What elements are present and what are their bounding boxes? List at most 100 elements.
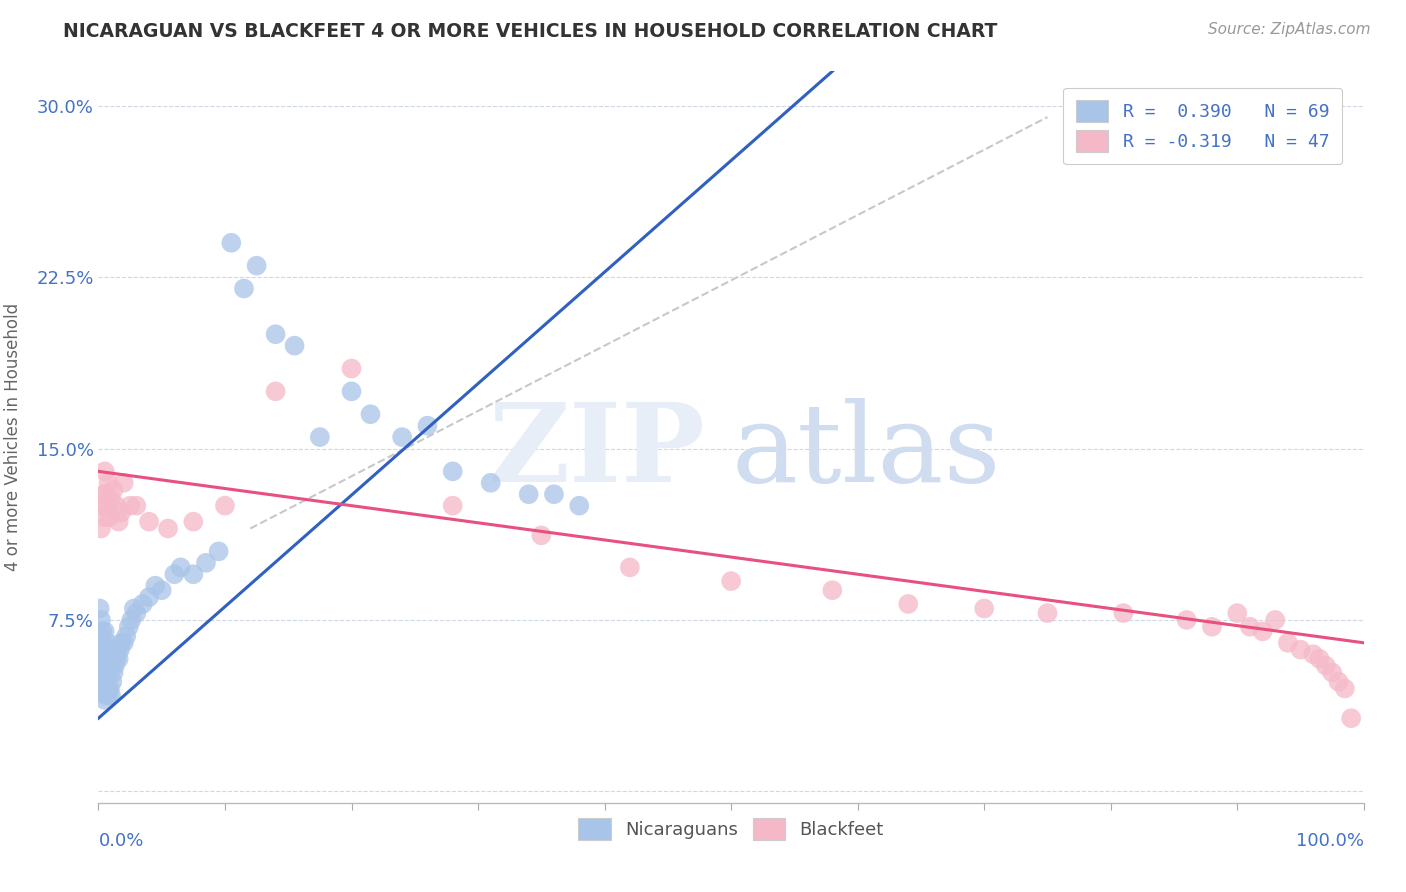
Text: ZIP: ZIP [489,398,706,505]
Point [1175,613,1198,627]
Point [1264,613,1286,627]
Point [1201,620,1223,634]
Point [97,689,120,703]
Point [1327,674,1350,689]
Point [1277,636,1299,650]
Point [1036,606,1059,620]
Point [91,665,114,680]
Point [98,652,121,666]
Point [115,629,138,643]
Point [163,567,186,582]
Point [89,629,111,643]
Point [96,681,118,696]
Point [619,560,641,574]
Point [94,665,117,680]
Point [821,583,844,598]
Point [1226,606,1249,620]
Point [89,601,111,615]
Point [309,430,332,444]
Point [90,613,112,627]
Point [103,483,125,497]
Point [120,613,142,627]
Point [264,327,287,342]
Point [93,647,117,661]
Point [246,259,269,273]
Point [340,384,363,399]
Point [97,475,120,490]
Point [107,652,129,666]
Point [90,636,112,650]
Point [96,658,118,673]
Point [264,384,287,399]
Point [93,510,117,524]
Point [214,499,236,513]
Point [1333,681,1355,696]
Point [107,647,129,661]
Text: atlas: atlas [731,398,1001,505]
Point [138,515,160,529]
Point [183,567,205,582]
Point [543,487,565,501]
Point [91,499,114,513]
Point [132,597,155,611]
Point [391,430,413,444]
Y-axis label: 4 or more Vehicles in Household: 4 or more Vehicles in Household [4,303,22,571]
Point [568,499,591,513]
Point [112,636,135,650]
Point [1289,642,1312,657]
Point [120,499,141,513]
Point [720,574,742,588]
Point [110,636,132,650]
Point [122,601,145,615]
Point [125,499,148,513]
Point [98,681,121,696]
Point [416,418,439,433]
Point [150,583,173,598]
Point [93,624,117,639]
Point [360,407,382,421]
Point [100,689,122,703]
Point [973,601,995,615]
Point [93,487,115,501]
Point [94,642,117,657]
Point [441,499,464,513]
Point [112,475,135,490]
Point [145,579,166,593]
Point [100,658,122,673]
Point [97,665,120,680]
Point [1308,652,1330,666]
Point [105,652,128,666]
Point [517,487,540,501]
Point [103,665,125,680]
Point [1251,624,1274,639]
Point [1239,620,1261,634]
Point [169,560,191,574]
Point [93,681,115,696]
Point [94,487,117,501]
Point [104,658,127,673]
Point [93,636,115,650]
Text: NICARAGUAN VS BLACKFEET 4 OR MORE VEHICLES IN HOUSEHOLD CORRELATION CHART: NICARAGUAN VS BLACKFEET 4 OR MORE VEHICL… [63,22,998,41]
Point [89,658,111,673]
Point [93,670,117,684]
Text: 0.0%: 0.0% [98,832,143,850]
Point [96,636,118,650]
Point [98,510,121,524]
Point [97,642,120,657]
Point [108,642,131,657]
Point [208,544,231,558]
Point [90,652,112,666]
Point [897,597,920,611]
Point [284,339,307,353]
Point [479,475,502,490]
Point [91,624,114,639]
Point [105,499,128,513]
Point [340,361,363,376]
Point [91,686,114,700]
Point [118,620,141,634]
Point [1315,658,1337,673]
Point [530,528,553,542]
Point [96,499,118,513]
Point [94,689,117,703]
Point [1340,711,1362,725]
